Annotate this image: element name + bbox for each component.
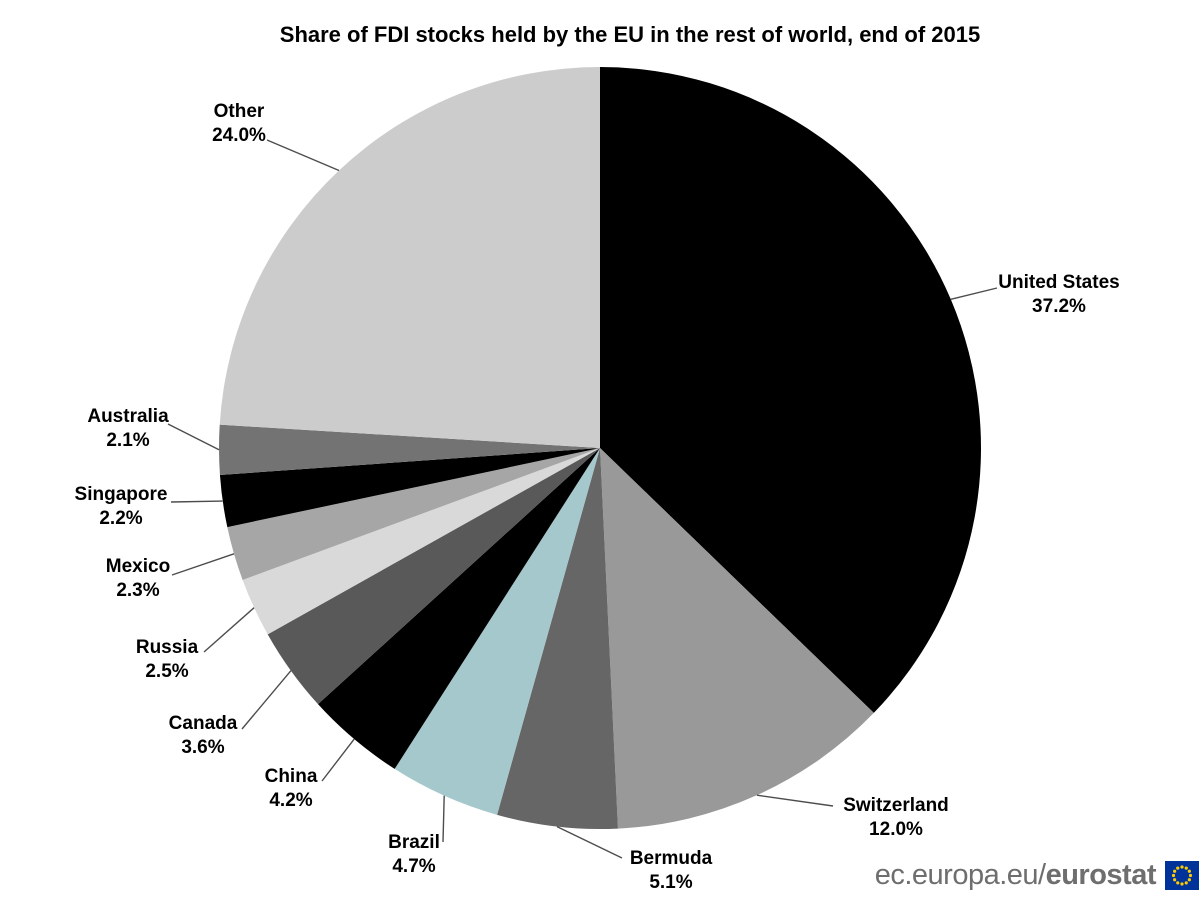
slice-label-australia: Australia 2.1% xyxy=(87,405,168,453)
pie-slice-australia xyxy=(219,424,600,475)
slice-label-bermuda: Bermuda 5.1% xyxy=(630,847,712,895)
pie-slice-mexico xyxy=(227,448,601,580)
slice-label-value: 3.6% xyxy=(181,737,225,758)
slice-label-value: 4.7% xyxy=(392,856,436,877)
slice-label-canada: Canada 3.6% xyxy=(169,712,238,760)
eu-flag-stars xyxy=(1171,865,1193,886)
eu-flag-star xyxy=(1180,882,1184,886)
slice-label-china: China 4.2% xyxy=(265,765,318,813)
slice-label-united-states: United States 37.2% xyxy=(998,271,1119,319)
slice-label-value: 2.3% xyxy=(116,580,160,601)
slice-label-name: Bermuda xyxy=(629,848,713,869)
eu-flag-star xyxy=(1187,869,1191,873)
eurostat-logo-text: ec.europa.eu/eurostat xyxy=(874,859,1157,892)
slice-label-value: 37.2% xyxy=(1032,296,1086,317)
slice-label-value: 2.1% xyxy=(106,430,150,451)
slice-label-name: China xyxy=(264,766,318,787)
leader-line-singapore xyxy=(170,500,223,503)
pie-slice-singapore xyxy=(219,448,600,528)
eurostat-logo: ec.europa.eu/eurostat xyxy=(875,859,1199,892)
pie-slice-united-states xyxy=(600,67,981,713)
pie-slice-russia xyxy=(242,448,600,635)
eu-flag-star xyxy=(1180,865,1184,869)
eu-flag-star xyxy=(1173,869,1177,873)
slice-label-name: Russia xyxy=(135,637,199,658)
eu-flag-star xyxy=(1188,873,1193,878)
slice-label-name: Switzerland xyxy=(843,795,949,816)
eu-flag-star xyxy=(1173,878,1177,882)
slice-label-russia: Russia 2.5% xyxy=(136,636,198,684)
pie-slice-canada xyxy=(267,448,600,705)
slice-label-value: 5.1% xyxy=(649,872,693,893)
slice-label-name: Australia xyxy=(87,406,169,427)
slice-label-brazil: Brazil 4.7% xyxy=(388,831,440,879)
pie-slice-bermuda xyxy=(497,448,618,830)
leader-line-united-states xyxy=(950,287,998,300)
pie-slice-brazil xyxy=(394,448,600,815)
eu-flag-star xyxy=(1187,878,1191,882)
eu-flag-star xyxy=(1176,866,1180,870)
leader-line-other xyxy=(266,139,340,172)
slice-label-value: 24.0% xyxy=(212,125,266,146)
slice-label-name: Brazil xyxy=(388,832,440,853)
leader-line-mexico xyxy=(171,553,235,576)
slice-label-name: United States xyxy=(998,272,1120,293)
slice-label-value: 12.0% xyxy=(869,819,923,840)
slice-label-mexico: Mexico 2.3% xyxy=(106,555,170,603)
slice-label-name: Mexico xyxy=(105,556,171,577)
eu-flag-icon xyxy=(1165,861,1199,890)
slice-label-singapore: Singapore 2.2% xyxy=(75,483,168,531)
slice-label-name: Canada xyxy=(168,713,238,734)
leader-line-australia xyxy=(167,423,220,451)
eu-flag-star xyxy=(1176,881,1180,885)
leader-line-brazil xyxy=(442,795,445,843)
chart-title: Share of FDI stocks held by the EU in th… xyxy=(279,22,981,47)
eu-flag-star xyxy=(1171,873,1176,878)
leader-line-china xyxy=(321,738,355,782)
pie-slice-china xyxy=(317,448,600,769)
eurostat-url-text: ec.europa.eu/ xyxy=(874,859,1046,891)
slice-label-other: Other 24.0% xyxy=(212,100,266,148)
pie-slice-switzerland xyxy=(600,448,874,829)
eurostat-brand-text: eurostat xyxy=(1045,859,1157,891)
slice-label-value: 2.5% xyxy=(145,661,189,682)
leader-line-bermuda xyxy=(556,825,623,859)
eu-flag-star xyxy=(1184,866,1188,870)
slice-label-switzerland: Switzerland 12.0% xyxy=(843,794,949,842)
leader-line-canada xyxy=(241,670,292,730)
leader-line-switzerland xyxy=(756,794,834,807)
leader-line-russia xyxy=(203,607,255,653)
pie-slice-other xyxy=(219,67,600,448)
eu-flag-star xyxy=(1184,881,1188,885)
slice-label-name: Singapore xyxy=(74,484,168,505)
slice-label-value: 2.2% xyxy=(99,508,143,529)
slice-label-value: 4.2% xyxy=(269,790,313,811)
slice-label-name: Other xyxy=(213,101,265,122)
